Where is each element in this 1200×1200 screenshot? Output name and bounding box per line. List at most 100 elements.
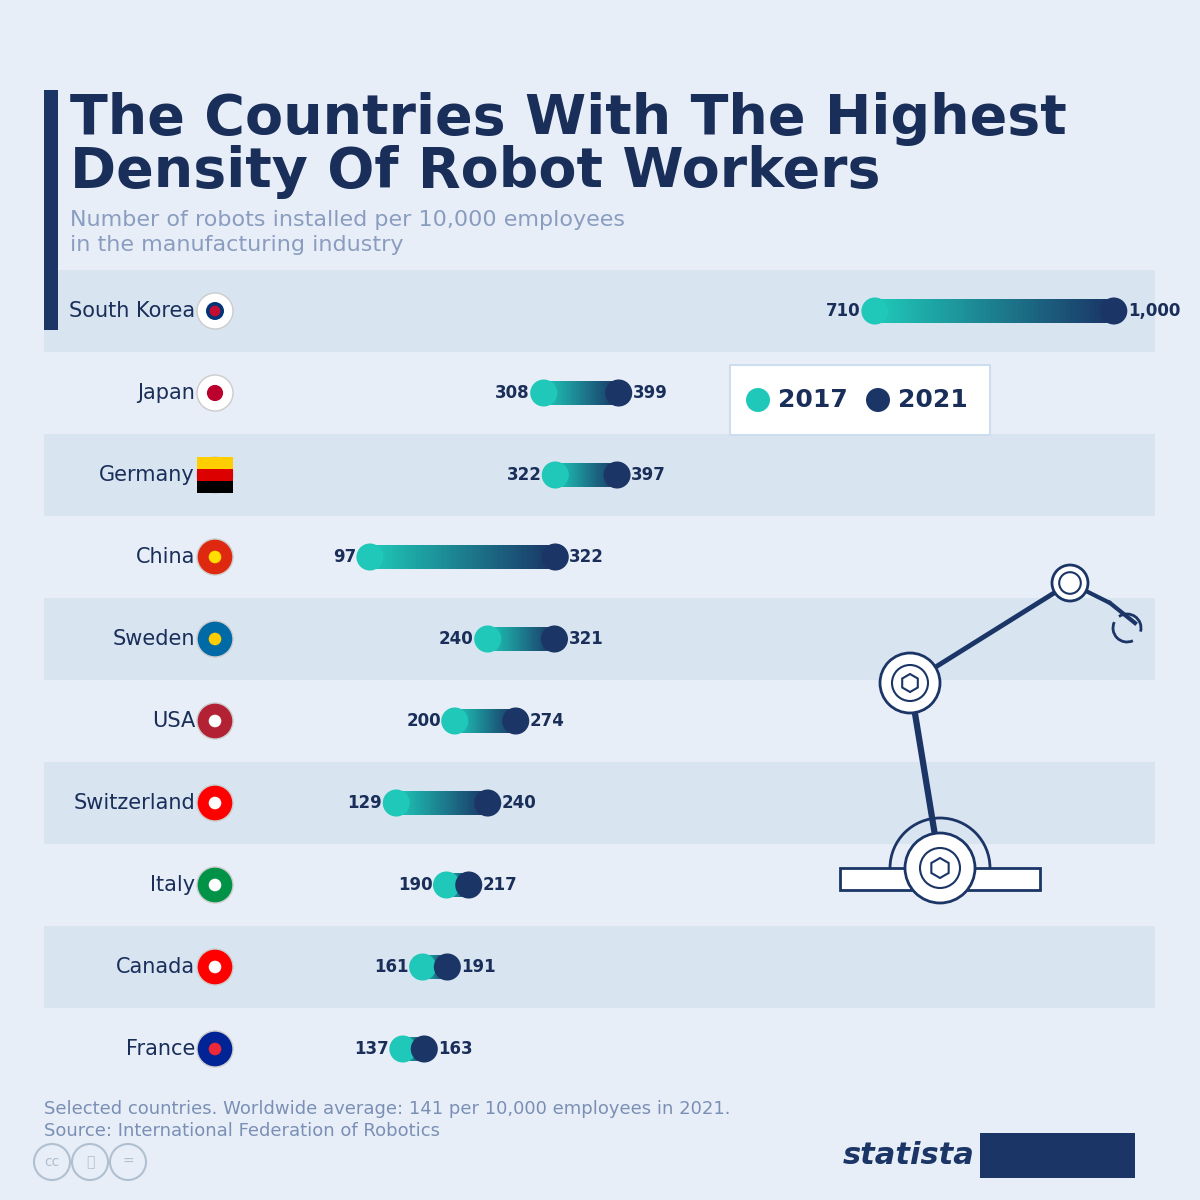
- Bar: [1030, 299, 1034, 323]
- Bar: [472, 709, 474, 733]
- Bar: [521, 626, 523, 652]
- Bar: [492, 709, 494, 733]
- Bar: [44, 516, 1154, 598]
- Text: Germany: Germany: [100, 464, 194, 485]
- Bar: [590, 380, 592, 406]
- Bar: [572, 380, 575, 406]
- Bar: [450, 545, 454, 569]
- Bar: [1082, 299, 1086, 323]
- Bar: [410, 791, 412, 815]
- Bar: [475, 709, 476, 733]
- Circle shape: [1052, 565, 1088, 601]
- Bar: [426, 545, 430, 569]
- Bar: [408, 791, 410, 815]
- Bar: [607, 380, 610, 406]
- Bar: [617, 380, 618, 406]
- Bar: [990, 299, 995, 323]
- Bar: [566, 380, 568, 406]
- Bar: [1058, 299, 1062, 323]
- Bar: [470, 709, 472, 733]
- Text: 710: 710: [827, 302, 860, 320]
- Bar: [413, 791, 415, 815]
- Bar: [491, 545, 494, 569]
- Bar: [1046, 299, 1051, 323]
- Bar: [592, 380, 593, 406]
- Bar: [440, 545, 444, 569]
- Bar: [448, 791, 450, 815]
- Bar: [44, 598, 1154, 680]
- Circle shape: [209, 961, 221, 973]
- FancyBboxPatch shape: [730, 365, 990, 434]
- Circle shape: [866, 388, 890, 412]
- Circle shape: [410, 1036, 438, 1062]
- Bar: [499, 626, 500, 652]
- Bar: [412, 791, 414, 815]
- Bar: [510, 709, 511, 733]
- Bar: [571, 463, 574, 487]
- Bar: [497, 709, 498, 733]
- Bar: [1094, 299, 1098, 323]
- Circle shape: [209, 878, 221, 892]
- Bar: [1042, 299, 1046, 323]
- Bar: [589, 380, 590, 406]
- Circle shape: [541, 625, 568, 653]
- Bar: [1014, 299, 1019, 323]
- Bar: [512, 545, 516, 569]
- Bar: [517, 626, 518, 652]
- Bar: [604, 463, 605, 487]
- Circle shape: [197, 703, 233, 739]
- Text: 190: 190: [398, 876, 432, 894]
- Bar: [444, 791, 445, 815]
- Bar: [503, 709, 504, 733]
- Bar: [450, 791, 451, 815]
- Bar: [570, 380, 571, 406]
- Bar: [954, 299, 959, 323]
- Bar: [596, 463, 598, 487]
- Bar: [529, 626, 530, 652]
- Bar: [581, 463, 582, 487]
- Bar: [547, 380, 550, 406]
- Bar: [613, 380, 616, 406]
- Bar: [434, 791, 437, 815]
- Bar: [502, 626, 503, 652]
- Bar: [197, 481, 233, 493]
- Bar: [577, 380, 580, 406]
- Bar: [480, 709, 481, 733]
- Bar: [416, 791, 418, 815]
- Bar: [601, 463, 604, 487]
- Bar: [562, 380, 563, 406]
- Text: The Countries With The Highest: The Countries With The Highest: [70, 92, 1067, 146]
- Bar: [496, 709, 497, 733]
- Bar: [578, 380, 581, 406]
- Text: in the manufacturing industry: in the manufacturing industry: [70, 235, 403, 254]
- Bar: [432, 545, 436, 569]
- Bar: [407, 545, 410, 569]
- Bar: [612, 463, 613, 487]
- Bar: [560, 380, 562, 406]
- Bar: [533, 626, 535, 652]
- Bar: [568, 380, 569, 406]
- Bar: [414, 791, 416, 815]
- Circle shape: [209, 632, 221, 646]
- Bar: [488, 709, 490, 733]
- Circle shape: [197, 622, 233, 658]
- Bar: [986, 299, 991, 323]
- Bar: [571, 380, 572, 406]
- Bar: [566, 463, 568, 487]
- Bar: [468, 709, 469, 733]
- Bar: [593, 463, 594, 487]
- Bar: [478, 791, 479, 815]
- Bar: [600, 463, 602, 487]
- Bar: [457, 709, 458, 733]
- Bar: [550, 380, 552, 406]
- Bar: [610, 380, 612, 406]
- Bar: [504, 626, 506, 652]
- Bar: [518, 626, 521, 652]
- Bar: [575, 380, 577, 406]
- Text: =: =: [122, 1154, 134, 1169]
- Bar: [548, 380, 551, 406]
- Bar: [601, 380, 602, 406]
- Bar: [926, 299, 931, 323]
- Bar: [444, 545, 448, 569]
- Bar: [553, 380, 556, 406]
